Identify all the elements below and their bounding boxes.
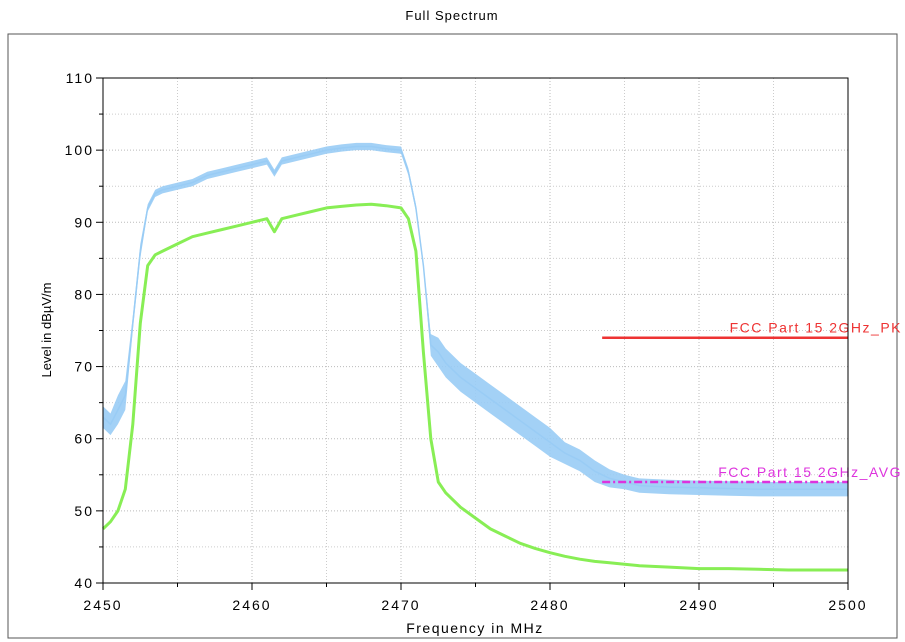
limit-line-label: FCC Part 15 2GHz_AVG [718, 464, 902, 480]
y-tick-label: 110 [66, 70, 94, 86]
limit-line-label: FCC Part 15 2GHz_PK [730, 320, 902, 336]
x-tick-label: 2450 [83, 597, 122, 613]
limit-lines: FCC Part 15 2GHz_PK FCC Part 15 2GHz_AVG [602, 320, 902, 484]
y-axis-ticks: 40 50 60 70 80 90 100 110 [65, 70, 103, 591]
y-tick-label: 50 [74, 503, 94, 519]
y-tick-label: 80 [74, 286, 94, 302]
grid [103, 78, 848, 583]
y-tick-label: 100 [65, 142, 94, 158]
x-tick-label: 2480 [530, 597, 569, 613]
average-trace [101, 202, 848, 572]
y-tick-label: 60 [74, 431, 94, 447]
x-axis-ticks: 2450 2460 2470 2480 2490 2500 [83, 583, 867, 613]
y-axis-label: Level in dBµV/m [39, 283, 54, 378]
x-tick-label: 2470 [381, 597, 420, 613]
outer-frame [7, 33, 898, 639]
y-tick-label: 90 [74, 214, 94, 230]
x-tick-label: 2460 [232, 597, 271, 613]
y-tick-label: 70 [74, 359, 94, 375]
chart-title: Full Spectrum [405, 8, 498, 23]
x-tick-label: 2500 [828, 597, 867, 613]
y-tick-label: 40 [74, 575, 94, 591]
peak-trace [102, 145, 848, 490]
traces [101, 142, 848, 572]
x-tick-label: 2490 [679, 597, 718, 613]
x-axis-label: Frequency in MHz [406, 620, 544, 636]
